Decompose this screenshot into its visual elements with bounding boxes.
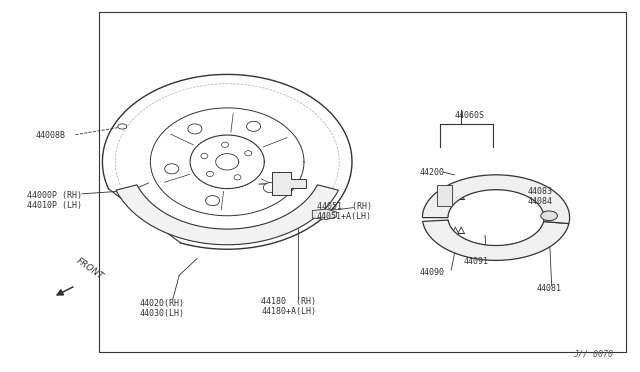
Text: 44060S: 44060S (454, 111, 484, 120)
Ellipse shape (246, 121, 260, 131)
Text: 44051  (RH): 44051 (RH) (317, 202, 372, 211)
Circle shape (118, 124, 127, 129)
Text: J// 0070: J// 0070 (573, 350, 613, 359)
Text: 44051+A(LH): 44051+A(LH) (317, 212, 372, 221)
Circle shape (541, 211, 557, 221)
Text: 44020(RH): 44020(RH) (140, 299, 184, 308)
Text: 44000P (RH): 44000P (RH) (27, 191, 82, 200)
Text: 44083: 44083 (528, 187, 553, 196)
Polygon shape (312, 209, 337, 219)
Text: 44081: 44081 (536, 284, 561, 293)
Text: 44030(LH): 44030(LH) (140, 309, 184, 318)
Ellipse shape (201, 153, 208, 158)
Text: 44090: 44090 (419, 268, 444, 277)
Bar (99, 12, 626, 352)
Ellipse shape (205, 196, 220, 206)
Polygon shape (422, 220, 569, 260)
Ellipse shape (207, 171, 214, 177)
Ellipse shape (188, 124, 202, 134)
Polygon shape (272, 172, 306, 195)
Ellipse shape (244, 151, 252, 156)
Text: 44010P (LH): 44010P (LH) (27, 201, 82, 210)
Text: 44091: 44091 (463, 257, 488, 266)
Polygon shape (116, 185, 339, 245)
Text: 44200: 44200 (419, 169, 444, 177)
Polygon shape (422, 175, 570, 224)
Ellipse shape (164, 164, 179, 174)
Ellipse shape (263, 183, 277, 193)
Text: 44084: 44084 (528, 197, 553, 206)
Text: 44180  (RH): 44180 (RH) (261, 297, 316, 306)
Text: 44008B: 44008B (35, 131, 65, 140)
Text: 44180+A(LH): 44180+A(LH) (261, 307, 316, 316)
Ellipse shape (234, 175, 241, 180)
Ellipse shape (221, 142, 228, 147)
Bar (437, 185, 452, 206)
Text: FRONT: FRONT (75, 257, 105, 282)
